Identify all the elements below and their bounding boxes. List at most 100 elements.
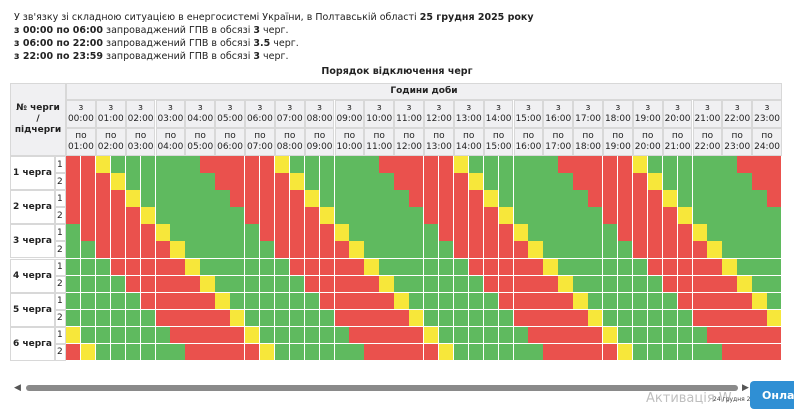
slot-cell — [334, 241, 350, 259]
slot-cell — [438, 156, 455, 174]
slot-cell — [767, 292, 783, 311]
from-time: 13:00 — [455, 114, 482, 124]
slot-cell — [424, 275, 440, 294]
slot-cell — [95, 156, 112, 174]
from-word: з — [108, 103, 114, 113]
slot-cell — [66, 309, 82, 328]
slot-cell — [140, 207, 156, 225]
hour-from: з 04:00 — [185, 100, 216, 128]
slot-cell — [573, 224, 589, 242]
slot-cell — [543, 156, 559, 174]
slot-cell — [245, 326, 261, 345]
slot-cell — [528, 190, 544, 208]
from-word: з — [496, 103, 501, 113]
slot-cell — [289, 190, 306, 208]
sub-label: 1 — [55, 156, 66, 174]
slot-cell — [513, 326, 529, 345]
slot-cell — [274, 241, 291, 259]
scroll-left[interactable]: ◀ — [14, 383, 21, 393]
slot-cell — [647, 173, 664, 191]
slot-cell — [155, 156, 171, 174]
intro-text: У зв'язку зі складною ситуацією в енерго… — [14, 12, 417, 23]
slot-cell — [767, 326, 783, 345]
hour-from: з 10:00 — [364, 100, 395, 128]
hour-to: по 18:00 — [573, 128, 603, 156]
slot-cell — [155, 309, 171, 328]
slot-cell — [215, 190, 231, 208]
sub-label: 1 — [55, 224, 66, 242]
slot-cell — [767, 190, 783, 208]
hour-from: з 11:00 — [394, 100, 424, 128]
slot-cell — [722, 156, 738, 174]
slot-cell — [245, 292, 261, 311]
from-time: 22:00 — [724, 114, 751, 124]
slot-cell — [379, 190, 395, 208]
slot-cell — [364, 224, 380, 242]
slot-cell — [603, 258, 619, 277]
slot-cell — [468, 309, 485, 328]
hour-to: по 20:00 — [632, 128, 663, 156]
schedule-table: № черги / підчерги Години доби з 00:00 по 01:… — [10, 83, 783, 362]
slot-cell — [483, 309, 500, 328]
hour-to: по 05:00 — [185, 128, 216, 156]
slot-cell — [632, 241, 649, 259]
hour-from: з 12:00 — [424, 100, 454, 128]
slot-cell — [543, 258, 559, 277]
notice-intro: У зв'язку зі складною ситуацією в енерго… — [14, 12, 534, 23]
slot-cell — [95, 241, 112, 259]
slot-cell — [289, 224, 306, 242]
to-time: 01:00 — [67, 142, 94, 152]
from-time: 19:00 — [634, 114, 661, 124]
slot-cell — [498, 326, 514, 345]
slot-cell — [677, 275, 693, 294]
to-time: 10:00 — [336, 142, 363, 152]
scrollbar-thumb[interactable] — [26, 385, 738, 391]
slot-cell — [677, 173, 693, 191]
slot-cell — [438, 343, 455, 362]
slot-cell — [394, 275, 410, 294]
slot-cell — [513, 173, 529, 191]
slot-cell — [215, 173, 231, 191]
slot-cell — [692, 343, 708, 362]
slot-cell — [752, 326, 768, 345]
slot-cell — [185, 156, 201, 174]
slot-cell — [573, 241, 589, 259]
slot-cell — [80, 258, 97, 277]
slot-cell — [215, 224, 231, 242]
hour-to: по 17:00 — [543, 128, 574, 156]
slot-cell — [274, 258, 291, 277]
slot-cell — [438, 241, 455, 259]
from-word: з — [78, 103, 84, 113]
slot-cell — [617, 326, 634, 345]
slot-cell — [185, 292, 201, 311]
slot-cell — [737, 343, 753, 362]
slot-cell — [438, 275, 455, 294]
slot-cell — [767, 258, 783, 277]
slot-cell — [752, 292, 768, 311]
slot-cell — [110, 207, 127, 225]
from-time: 00:00 — [67, 114, 94, 124]
slot-cell — [170, 258, 186, 277]
slot-cell — [95, 309, 112, 328]
slot-cell — [140, 156, 156, 174]
slot-cell — [170, 224, 186, 242]
slot-cell — [707, 292, 723, 311]
from-time: 17:00 — [575, 114, 602, 124]
slot-cell — [200, 156, 216, 174]
scroll-right[interactable]: ▶ — [742, 383, 749, 393]
slot-cell — [140, 241, 156, 259]
slot-cell — [349, 275, 365, 294]
watermark: Активація W — [646, 391, 732, 406]
to-word: по — [284, 131, 296, 141]
slot-cell — [558, 309, 574, 328]
slot-cell — [528, 156, 544, 174]
slot-cell — [155, 224, 171, 242]
hour-from: з 17:00 — [573, 100, 603, 128]
notice-line: з 00:00 по 06:00 запроваджений ГПВ в обс… — [14, 25, 289, 36]
online-button[interactable]: Онлай — [750, 381, 794, 409]
slot-cell — [603, 190, 619, 208]
sub-label: 2 — [55, 275, 66, 293]
hour-to: по 12:00 — [394, 128, 424, 156]
slot-cell — [722, 343, 738, 362]
slot-cell — [632, 156, 649, 174]
